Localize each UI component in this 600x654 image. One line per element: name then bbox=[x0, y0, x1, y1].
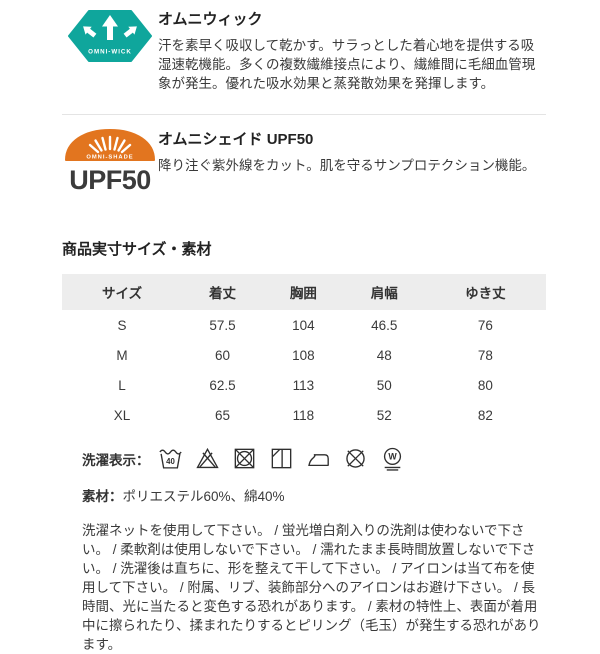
material-value: ポリエステル60%、綿40% bbox=[122, 489, 285, 504]
care-instructions: 洗濯ネットを使用して下さい。 / 蛍光増白剤入りの洗剤は使わないで下さい。 / … bbox=[82, 523, 541, 652]
table-cell: 82 bbox=[477, 407, 493, 423]
table-cell: 46.5 bbox=[371, 317, 398, 333]
section-divider bbox=[62, 114, 546, 115]
omni-wick-badge: OMNI-WICK bbox=[62, 6, 158, 67]
omni-shade-badge: OMNI-SHADE UPF50 bbox=[62, 126, 158, 194]
feature-description: 降り注ぐ紫外線をカット。肌を守るサンプロテクション機能。 bbox=[158, 158, 536, 173]
line-dry-in-shade-icon bbox=[271, 448, 291, 469]
table-cell: S bbox=[117, 317, 127, 333]
table-cell: 104 bbox=[292, 317, 315, 333]
laundry-symbols: 40 bbox=[158, 446, 405, 471]
laundry-label: 洗濯表示： bbox=[82, 452, 150, 468]
svg-text:40: 40 bbox=[166, 457, 175, 466]
table-cell: 62.5 bbox=[209, 377, 236, 393]
iron-icon bbox=[307, 454, 329, 467]
table-cell: 60 bbox=[215, 347, 231, 363]
table-row: M 60 108 48 78 bbox=[62, 340, 546, 370]
table-cell: 50 bbox=[376, 377, 392, 393]
table-cell: 76 bbox=[477, 317, 493, 333]
material-label: 素材： bbox=[82, 489, 123, 504]
omni-shade-badge-label: OMNI-SHADE bbox=[86, 155, 133, 161]
omni-wick-badge-label: OMNI-WICK bbox=[88, 49, 132, 56]
feature-omni-shade: OMNI-SHADE UPF50 オムニシェイド UPF50 降り注ぐ紫外線をカ… bbox=[62, 126, 546, 194]
feature-title: オムニウィック bbox=[158, 11, 263, 28]
wet-clean-icon: W bbox=[383, 447, 401, 471]
table-cell: XL bbox=[113, 407, 131, 423]
omni-shade-text: オムニシェイド UPF50 降り注ぐ紫外線をカット。肌を守るサンプロテクション機… bbox=[158, 126, 546, 175]
laundry-care-row: 洗濯表示： 40 bbox=[82, 446, 546, 471]
size-table-header: サイズ 着丈 胸囲 肩幅 ゆき丈 bbox=[62, 274, 546, 310]
size-table: サイズ 着丈 胸囲 肩幅 ゆき丈 S 57.5 104 46.5 76 M 60 108 48 78 L 62… bbox=[62, 274, 546, 430]
table-cell: 48 bbox=[376, 347, 392, 363]
table-cell: 52 bbox=[376, 407, 392, 423]
omni-wick-text: オムニウィック 汗を素早く吸収して乾かす。サラっとした着心地を提供する吸湿速乾機… bbox=[158, 6, 546, 93]
feature-title: オムニシェイド UPF50 bbox=[158, 131, 314, 148]
size-table-column-header: 着丈 bbox=[182, 274, 263, 310]
do-not-bleach-icon bbox=[195, 447, 219, 469]
size-table-column-header: サイズ bbox=[62, 274, 183, 310]
do-not-tumble-dry-icon bbox=[234, 448, 254, 469]
feature-description: 汗を素早く吸収して乾かす。サラっとした着心地を提供する吸湿速乾機能。多くの複数繊… bbox=[158, 38, 536, 91]
table-row: XL 65 118 52 82 bbox=[62, 400, 546, 430]
svg-text:W: W bbox=[388, 452, 397, 462]
table-cell: 108 bbox=[292, 347, 315, 363]
table-cell: 80 bbox=[477, 377, 493, 393]
table-row: S 57.5 104 46.5 76 bbox=[62, 310, 546, 340]
table-cell: 78 bbox=[477, 347, 493, 363]
do-not-dry-clean-icon bbox=[345, 449, 365, 468]
size-table-column-header: ゆき丈 bbox=[424, 274, 546, 310]
table-cell: 118 bbox=[292, 407, 315, 423]
material-line: 素材：ポリエステル60%、綿40% bbox=[82, 485, 546, 505]
table-row: L 62.5 113 50 80 bbox=[62, 370, 546, 400]
wash-40-icon: 40 bbox=[158, 449, 182, 469]
table-cell: 65 bbox=[215, 407, 231, 423]
size-table-column-header: 胸囲 bbox=[262, 274, 344, 310]
table-cell: 113 bbox=[292, 377, 315, 393]
size-section-heading: 商品実寸サイズ・素材 bbox=[62, 241, 212, 258]
table-cell: M bbox=[116, 347, 128, 363]
omni-shade-badge-icon: OMNI-SHADE bbox=[65, 129, 155, 161]
omni-wick-badge-icon: OMNI-WICK bbox=[68, 10, 152, 62]
table-cell: L bbox=[118, 377, 126, 393]
feature-omni-wick: OMNI-WICK オムニウィック 汗を素早く吸収して乾かす。サラっとした着心地… bbox=[62, 6, 546, 93]
upf50-label: UPF50 bbox=[69, 165, 151, 195]
table-cell: 57.5 bbox=[209, 317, 236, 333]
size-table-column-header: 肩幅 bbox=[343, 274, 425, 310]
